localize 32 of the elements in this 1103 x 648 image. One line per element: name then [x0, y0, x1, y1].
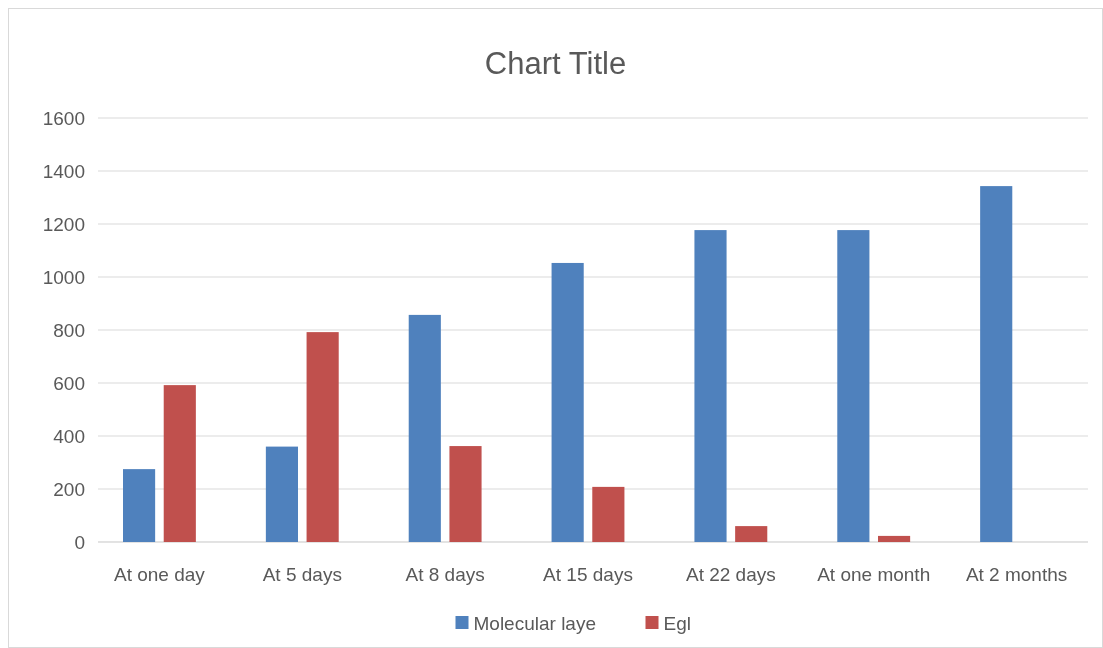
x-tick-label: At 22 days	[685, 564, 776, 585]
y-tick-label: 800	[53, 319, 85, 341]
x-tick-label: At 5 days	[262, 564, 342, 585]
y-tick-label: 0	[74, 531, 85, 553]
bar	[980, 186, 1013, 542]
y-tick-label: 600	[53, 372, 85, 394]
x-tick-label: At 2 months	[965, 564, 1068, 585]
y-tick-label: 1000	[42, 266, 85, 288]
y-tick-label: 400	[53, 425, 85, 447]
x-tick-label: At one day	[114, 564, 206, 585]
x-tick-label: At 8 days	[405, 564, 485, 585]
y-tick-label: 1600	[42, 107, 85, 129]
y-tick-label: 1200	[42, 213, 85, 235]
bar	[163, 385, 196, 542]
chart-title: Chart Title	[484, 46, 627, 81]
y-tick-label: 1400	[42, 160, 85, 182]
bar	[694, 230, 727, 542]
bar	[306, 332, 339, 542]
bar	[592, 486, 625, 542]
legend-label: Molecular laye	[473, 612, 596, 634]
bar	[265, 446, 298, 542]
bar	[878, 535, 911, 542]
legend-label: Egl	[663, 612, 691, 634]
bar	[551, 262, 584, 542]
bar	[408, 314, 441, 542]
bar	[123, 469, 156, 542]
bar	[735, 526, 768, 542]
bar	[449, 446, 482, 542]
y-tick-label: 200	[53, 478, 85, 500]
x-tick-label: At 15 days	[543, 564, 633, 585]
x-tick-label: At one month	[817, 564, 931, 585]
bar	[837, 230, 870, 542]
